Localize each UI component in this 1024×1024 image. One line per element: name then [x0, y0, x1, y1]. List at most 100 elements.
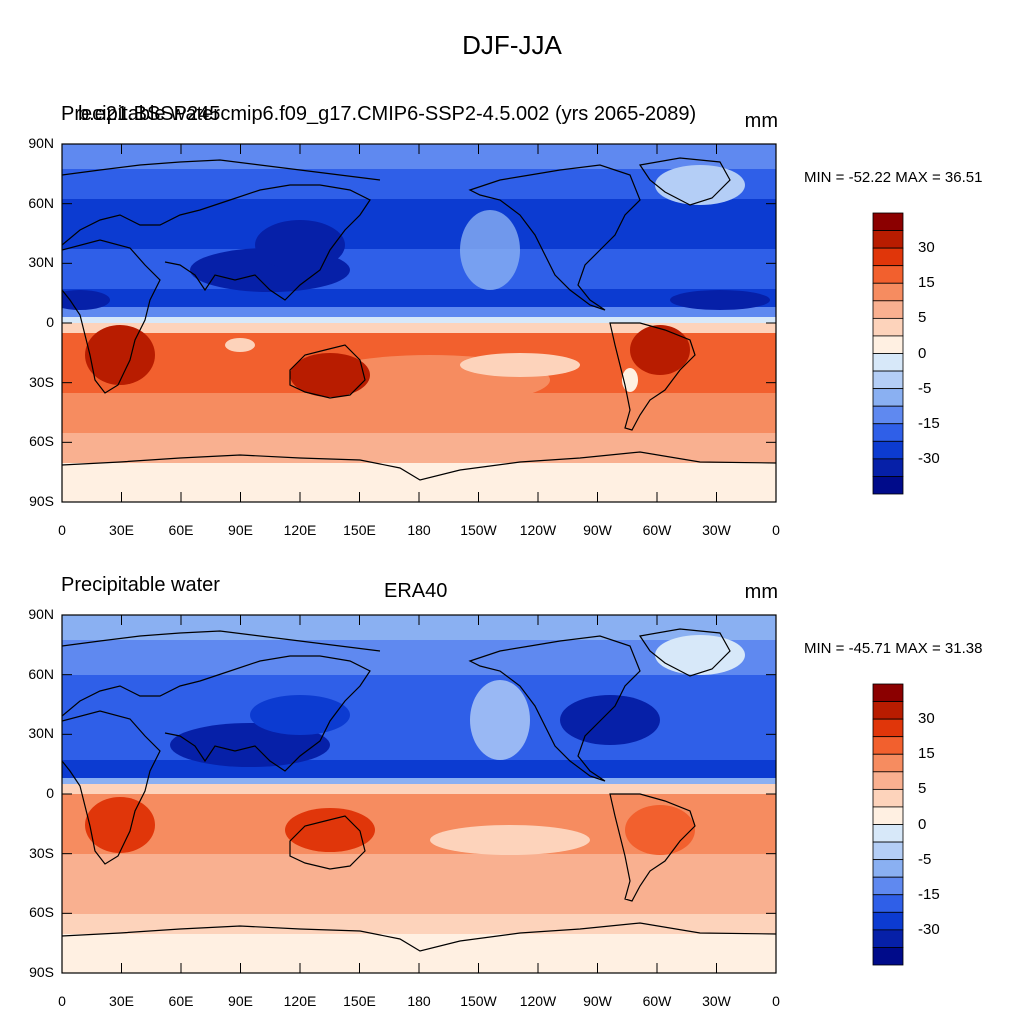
colorbar-swatch — [872, 370, 904, 390]
lat-tick-label: 90S — [29, 964, 54, 980]
panel-1-left-title: Precipitable water — [61, 103, 220, 125]
panel-2-map — [62, 615, 776, 973]
colorbar-label: -30 — [918, 449, 940, 467]
colorbar-swatch — [872, 701, 904, 720]
colorbar-swatch — [872, 683, 904, 702]
colorbar-label: 30 — [918, 239, 935, 257]
panel-2-case-title: ERA40 — [384, 580, 448, 602]
colorbar-label: 5 — [918, 309, 927, 327]
lat-tick-label: 30S — [29, 844, 54, 861]
lon-tick-label: 0 — [772, 522, 780, 538]
panel-2-min-max: MIN = -45.71 MAX = 31.38 — [804, 640, 983, 657]
colorbar-swatch — [872, 929, 904, 948]
colorbar-swatch — [872, 212, 904, 231]
panel-model: Precipitable water b.e21.BSSP245cmip6.f0… — [0, 0, 1024, 480]
panel-1-min-max: MIN = -52.22 MAX = 36.51 — [804, 169, 983, 186]
lon-tick-label: 30W — [702, 522, 731, 538]
lon-tick-label: 120E — [283, 522, 317, 538]
lat-tick-label: 60S — [29, 433, 54, 450]
colorbar-swatch — [872, 300, 904, 319]
lat-tick-label: 30S — [29, 373, 54, 390]
colorbar-swatch — [872, 405, 904, 425]
colorbar-swatch — [872, 388, 904, 407]
lon-tick-label: 30W — [702, 993, 731, 1009]
colorbar-swatch — [872, 736, 904, 755]
colorbar-label: -5 — [918, 850, 932, 868]
colorbar-swatch — [872, 317, 904, 337]
colorbar-label: -15 — [918, 885, 940, 903]
colorbar-swatch — [872, 230, 904, 249]
lon-tick-label: 150W — [460, 993, 497, 1009]
colorbar-swatch — [872, 894, 904, 913]
panel-1-case-title: b.e21.BSSP245cmip6.f09_g17.CMIP6-SSP2-4.… — [78, 103, 697, 125]
panel-1-map — [62, 144, 776, 502]
lat-tick-label: 60S — [29, 904, 54, 921]
lon-tick-label: 180 — [407, 522, 431, 538]
lon-tick-label: 150E — [343, 993, 376, 1009]
colorbar-swatch — [872, 476, 904, 495]
lat-tick-label: 0 — [46, 785, 54, 801]
colorbar-label: -5 — [918, 379, 932, 397]
panel-2-left-title: Precipitable water — [61, 574, 220, 596]
lon-tick-label: 120E — [283, 993, 317, 1009]
colorbar-swatch — [872, 806, 904, 825]
panel-1-units: mm — [744, 110, 778, 132]
panel-2-units: mm — [744, 581, 778, 603]
colorbar-swatch — [872, 353, 904, 372]
colorbar-swatch — [872, 335, 904, 354]
lat-tick-label: 60N — [28, 194, 54, 211]
colorbar-label: 15 — [918, 274, 935, 292]
colorbar-label: 5 — [918, 780, 927, 798]
colorbar-swatch — [872, 841, 904, 861]
lon-tick-label: 120W — [519, 522, 557, 538]
lon-tick-label: 60W — [642, 993, 672, 1009]
colorbar-label: 0 — [918, 344, 927, 362]
colorbar-label: 30 — [918, 710, 935, 728]
lat-tick-label: 0 — [46, 314, 54, 330]
colorbar-swatch — [872, 423, 904, 442]
lat-tick-label: 60N — [28, 665, 54, 682]
colorbar-label: -30 — [918, 920, 940, 938]
lat-tick-label: 90N — [28, 606, 54, 622]
lon-tick-label: 90W — [583, 993, 612, 1009]
colorbar-swatch — [872, 247, 904, 267]
panel-obs: Precipitable water ERA40 mm MIN = -45.71… — [0, 0, 1024, 657]
colorbar-swatch — [872, 265, 904, 284]
lon-tick-label: 0 — [58, 993, 66, 1009]
colorbar-swatch — [872, 788, 904, 808]
lon-tick-label: 30E — [109, 522, 134, 538]
colorbar-swatch — [872, 859, 904, 878]
lat-tick-label: 90S — [29, 493, 54, 509]
lon-tick-label: 180 — [407, 993, 431, 1009]
colorbar-swatch — [872, 753, 904, 773]
lon-tick-label: 90E — [228, 522, 253, 538]
colorbar-swatch — [872, 718, 904, 738]
colorbar-label: -15 — [918, 414, 940, 432]
colorbar-swatch — [872, 771, 904, 790]
colorbar-swatch — [872, 440, 904, 460]
lon-tick-label: 120W — [519, 993, 557, 1009]
colorbar-label: 0 — [918, 815, 927, 833]
lat-tick-label: 90N — [28, 135, 54, 151]
lon-tick-label: 60W — [642, 522, 672, 538]
lon-tick-label: 90W — [583, 522, 612, 538]
lon-tick-label: 90E — [228, 993, 253, 1009]
colorbar-swatch — [872, 876, 904, 896]
colorbar-swatch — [872, 282, 904, 302]
colorbar-swatch — [872, 458, 904, 477]
colorbar-swatch — [872, 824, 904, 843]
lat-tick-label: 30N — [28, 725, 54, 742]
lon-tick-label: 0 — [772, 993, 780, 1009]
colorbar-label: 15 — [918, 745, 935, 763]
figure-title: DJF-JJA — [462, 30, 562, 60]
lon-tick-label: 60E — [168, 522, 194, 538]
lon-tick-label: 150W — [460, 522, 497, 538]
lon-tick-label: 150E — [343, 522, 376, 538]
lon-tick-label: 60E — [168, 993, 194, 1009]
colorbar-swatch — [872, 947, 904, 966]
lon-tick-label: 0 — [58, 522, 66, 538]
colorbar-swatch — [872, 911, 904, 931]
lat-tick-label: 30N — [28, 254, 54, 271]
lon-tick-label: 30E — [109, 993, 134, 1009]
